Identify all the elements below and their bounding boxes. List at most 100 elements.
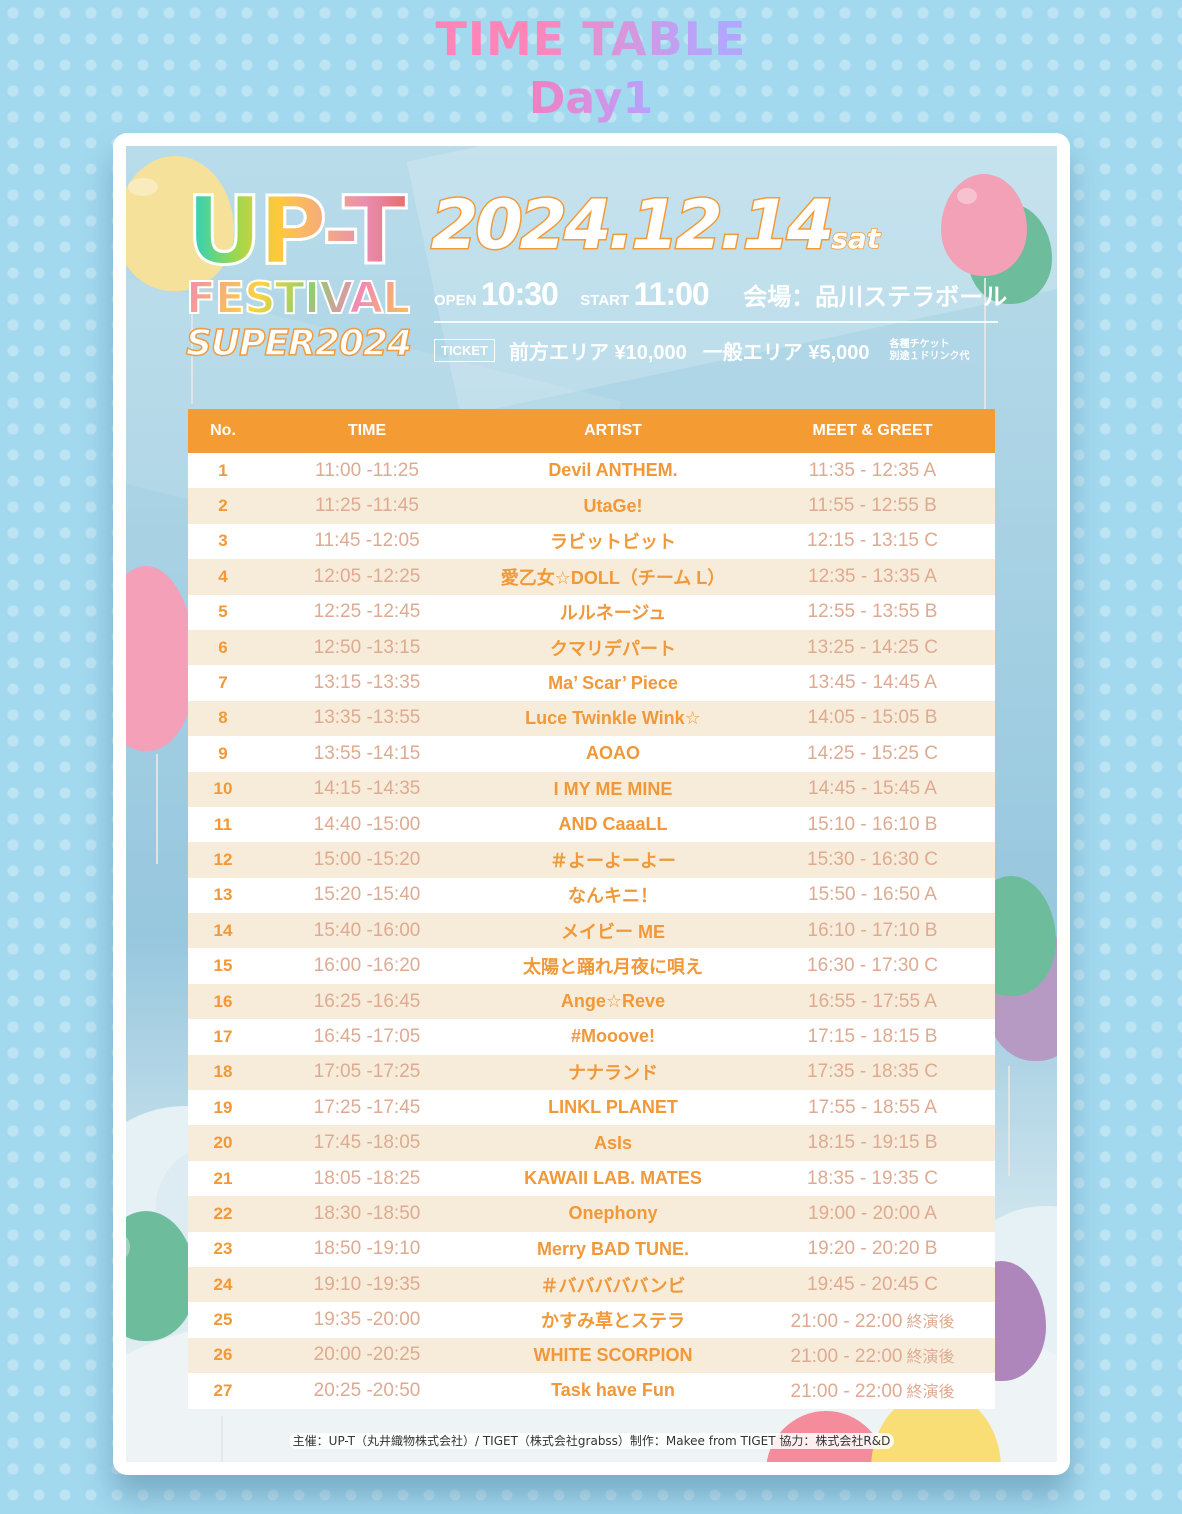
meet-greet-time: 16:10 - 17:10 B [750, 913, 995, 949]
table-row: 18 17:05 -17:25 ナナランド 17:35 - 18:35 C [188, 1054, 995, 1091]
artist-name: AOAO [476, 736, 750, 772]
row-number: 1 [188, 453, 258, 489]
header-artist: ARTIST [476, 409, 750, 453]
table-row: 3 11:45 -12:05 ラビットビット 12:15 - 13:15 C [188, 523, 995, 560]
row-number: 8 [188, 700, 258, 737]
table-row: 17 16:45 -17:05 #Mooove! 17:15 - 18:15 B [188, 1019, 995, 1055]
row-number: 15 [188, 948, 258, 984]
ticket-badge: TICKET [434, 339, 495, 362]
row-number: 16 [188, 983, 258, 1020]
meet-greet-time: 16:30 - 17:30 C [750, 948, 995, 984]
artist-name: ラビットビット [476, 523, 750, 560]
table-row: 20 17:45 -18:05 AsIs 18:15 - 19:15 B [188, 1125, 995, 1161]
meet-greet-time: 19:45 - 20:45 C [750, 1266, 995, 1303]
performance-time: 18:05 -18:25 [258, 1160, 476, 1197]
ticket-row: TICKET 前方エリア ¥10,000 一般エリア ¥5,000 各種チケット… [434, 336, 970, 365]
performance-time: 19:35 -20:00 [258, 1302, 476, 1338]
ticket-note-line2: 別途１ドリンク代 [889, 350, 970, 362]
meet-greet-time: 21:00 - 22:00 終演後 [750, 1302, 995, 1338]
table-row: 21 18:05 -18:25 KAWAII LAB. MATES 18:35 - 1… [188, 1160, 995, 1197]
meet-greet-slot: 18:35 - 19:35 C [807, 1167, 938, 1189]
meet-greet-time: 18:35 - 19:35 C [750, 1160, 995, 1197]
performance-time: 15:20 -15:40 [258, 877, 476, 914]
table-row: 16 16:25 -16:45 Ange☆Reve 16:55 - 17:55 A [188, 983, 995, 1020]
artist-name: メイビー ME [476, 913, 750, 949]
balloon-string [191, 294, 193, 404]
meet-greet-time: 11:35 - 12:35 A [750, 453, 995, 489]
row-number: 19 [188, 1090, 258, 1126]
row-number: 18 [188, 1054, 258, 1091]
row-number: 11 [188, 806, 258, 843]
open-time: 10:30 [480, 276, 559, 312]
meet-greet-slot: 11:55 - 12:55 B [808, 495, 937, 517]
table-header-row: No. TIME ARTIST MEET & GREET [188, 409, 995, 453]
row-number: 6 [188, 629, 258, 666]
row-number: 13 [188, 877, 258, 914]
meet-greet-time: 12:15 - 13:15 C [750, 523, 995, 560]
credits: 主催：UP-T（丸井織物株式会社）/ TIGET（株式会社grabss）制作：M… [126, 1432, 1057, 1449]
artist-name: Ange☆Reve [476, 983, 750, 1020]
row-number: 3 [188, 523, 258, 560]
performance-time: 15:40 -16:00 [258, 913, 476, 949]
table-row: 22 18:30 -18:50 Onephony 19:00 - 20:00 A [188, 1196, 995, 1232]
performance-time: 15:00 -15:20 [258, 842, 476, 878]
artist-name: Merry BAD TUNE. [476, 1231, 750, 1267]
header-meet-greet: MEET & GREET [750, 409, 995, 453]
artist-name: Onephony [476, 1196, 750, 1232]
performance-time: 16:00 -16:20 [258, 948, 476, 984]
meet-greet-note: 終演後 [906, 1384, 955, 1402]
meet-greet-time: 19:00 - 20:00 A [750, 1196, 995, 1232]
meet-greet-time: 11:55 - 12:55 B [750, 488, 995, 524]
artist-name: Task have Fun [476, 1373, 750, 1409]
festival-logo: UP-T FESTIVAL SUPER2024 [185, 182, 426, 364]
artist-name: KAWAII LAB. MATES [476, 1160, 750, 1197]
table-row: 7 13:15 -13:35 Ma’ Scar’ Piece 13:45 - 14:4… [188, 665, 995, 701]
meet-greet-slot: 17:15 - 18:15 B [807, 1025, 938, 1047]
row-number: 7 [188, 665, 258, 701]
row-number: 20 [188, 1125, 258, 1161]
artist-name: ＃よーよーよー [476, 842, 750, 878]
table-row: 8 13:35 -13:55 Luce Twinkle Wink☆ 14:05 - 1… [188, 700, 995, 737]
performance-time: 11:45 -12:05 [258, 523, 476, 560]
artist-name: AsIs [476, 1125, 750, 1161]
meet-greet-slot: 19:45 - 20:45 C [807, 1273, 938, 1295]
table-row: 10 14:15 -14:35 I MY ME MINE 14:45 - 15:45 … [188, 771, 995, 807]
artist-name: UtaGe! [476, 488, 750, 524]
venue: 会場：品川ステラボール [743, 284, 1008, 311]
meet-greet-note: 終演後 [906, 1348, 955, 1366]
artist-name: クマリデパート [476, 629, 750, 666]
performance-time: 11:00 -11:25 [258, 453, 476, 489]
performance-time: 17:45 -18:05 [258, 1125, 476, 1161]
meet-greet-slot: 15:50 - 16:50 A [808, 884, 937, 906]
row-number: 22 [188, 1196, 258, 1232]
divider [434, 321, 998, 323]
meet-greet-time: 18:15 - 19:15 B [750, 1125, 995, 1161]
meet-greet-time: 15:50 - 16:50 A [750, 877, 995, 914]
row-number: 26 [188, 1337, 258, 1374]
table-row: 5 12:25 -12:45 ルルネージュ 12:55 - 13:55 B [188, 594, 995, 630]
table-row: 15 16:00 -16:20 太陽と踊れ月夜に唄え 16:30 - 17:30 C [188, 948, 995, 984]
table-row: 4 12:05 -12:25 愛乙女☆DOLL（チーム L） 12:35 - 13:3… [188, 559, 995, 595]
artist-name: Ma’ Scar’ Piece [476, 665, 750, 701]
timetable: No. TIME ARTIST MEET & GREET 1 11:00 -11:… [188, 409, 995, 1409]
meet-greet-slot: 15:10 - 16:10 B [807, 813, 938, 835]
start-time: 11:00 [633, 276, 710, 312]
meet-greet-slot: 21:00 - 22:00 [790, 1381, 903, 1403]
meet-greet-time: 12:35 - 13:35 A [750, 559, 995, 595]
row-number: 17 [188, 1019, 258, 1055]
meet-greet-time: 21:00 - 22:00 終演後 [750, 1373, 995, 1409]
meet-greet-slot: 13:25 - 14:25 C [807, 636, 938, 658]
artist-name: Luce Twinkle Wink☆ [476, 700, 750, 737]
poster: UP-T FESTIVAL SUPER2024 2024.12.14sat OP… [126, 146, 1057, 1462]
table-row: 19 17:25 -17:45 LINKL PLANET 17:55 - 18:55 … [188, 1090, 995, 1126]
open-label: OPEN [434, 292, 477, 309]
meet-greet-time: 16:55 - 17:55 A [750, 983, 995, 1020]
balloon-pink-icon [941, 174, 1027, 276]
row-number: 27 [188, 1373, 258, 1409]
performance-time: 13:55 -14:15 [258, 736, 476, 772]
table-row: 26 20:00 -20:25 WHITE SCORPION 21:00 - 22:0… [188, 1337, 995, 1374]
meet-greet-slot: 14:05 - 15:05 B [807, 707, 938, 729]
meet-greet-slot: 17:55 - 18:55 A [808, 1096, 937, 1118]
row-number: 9 [188, 736, 258, 772]
table-row: 9 13:55 -14:15 AOAO 14:25 - 15:25 C [188, 736, 995, 772]
